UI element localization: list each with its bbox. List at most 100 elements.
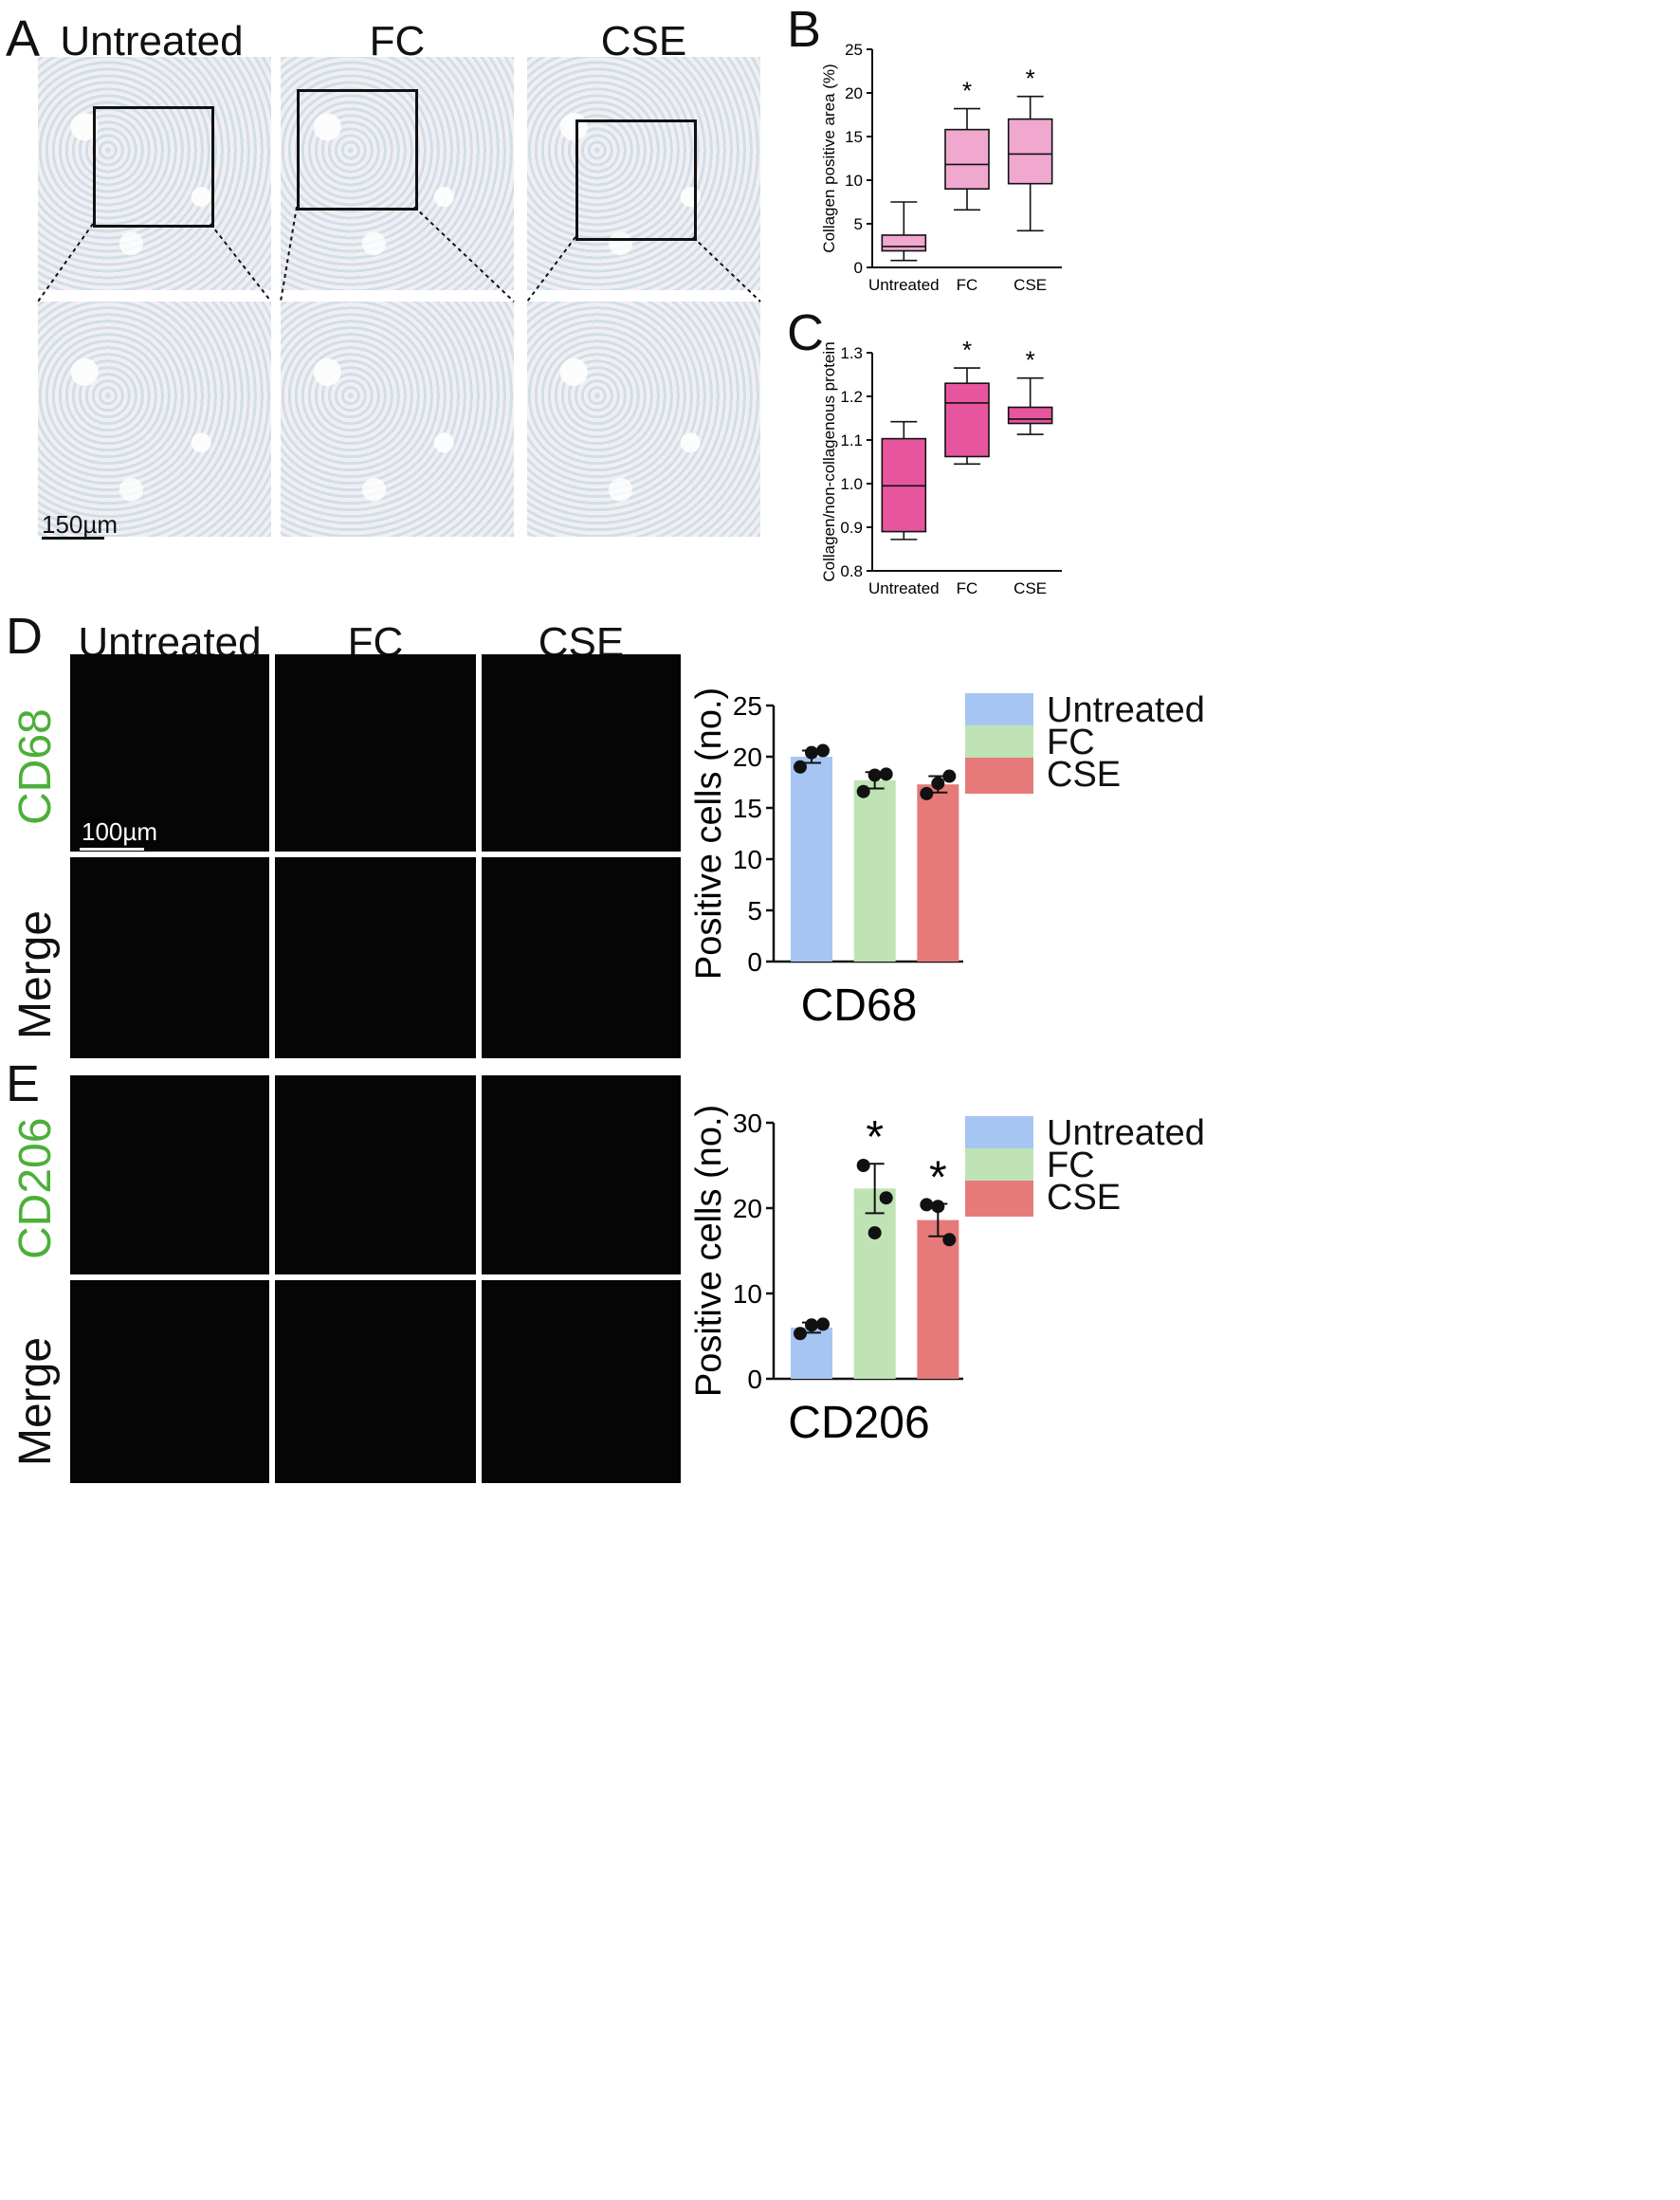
panel-a-col-fc: FC	[369, 18, 426, 64]
y-tick-label: 1.2	[840, 388, 863, 406]
panel-a-col-cse: CSE	[600, 18, 687, 64]
legend-item: FC	[965, 723, 1095, 763]
panel-e-row-cd206: CD206	[10, 1117, 61, 1259]
panel-a-fc-zoom	[281, 302, 514, 537]
y-tick-label: 10	[733, 1279, 762, 1309]
panel-e-legend: Untreated FC CSE	[965, 1113, 1212, 1227]
significance-marker: *	[962, 77, 972, 105]
significance-marker: *	[1026, 64, 1035, 93]
y-tick-label: 0	[854, 259, 863, 277]
legend-item: CSE	[965, 755, 1121, 796]
data-point	[867, 768, 882, 782]
data-point	[816, 1317, 830, 1331]
significance-marker: *	[929, 1153, 947, 1203]
data-point	[879, 1191, 893, 1205]
bar-cse	[917, 1219, 959, 1379]
x-tick-label: CSE	[1013, 579, 1047, 597]
panel-d-cd68-untreated	[70, 654, 269, 852]
panel-e-cd206-fc	[275, 1075, 476, 1274]
x-tick-label: Untreated	[868, 276, 940, 294]
box	[881, 234, 927, 252]
y-tick-label: 20	[845, 84, 863, 102]
box	[944, 128, 990, 191]
legend-swatch	[965, 724, 1033, 761]
x-axis-label: CD68	[801, 981, 918, 1031]
y-tick-label: 1.1	[840, 431, 863, 449]
significance-marker: *	[962, 341, 972, 364]
y-tick-label: 25	[733, 691, 762, 721]
y-tick-label: 30	[733, 1109, 762, 1138]
panel-a-col-untreated: Untreated	[60, 18, 244, 64]
data-point	[805, 745, 818, 760]
legend-label: FC	[1047, 1146, 1095, 1185]
y-axis-label: Collagen positive area (%)	[820, 64, 838, 252]
legend-item: CSE	[965, 1178, 1121, 1219]
y-tick-label: 15	[845, 128, 863, 146]
y-tick-label: 25	[845, 41, 863, 59]
panel-a-untreated-inset-box	[93, 106, 214, 228]
legend-label: Untreated	[1047, 690, 1205, 730]
panel-a-fc-overview	[281, 57, 514, 290]
y-tick-label: 1.3	[840, 344, 863, 362]
data-point	[879, 767, 893, 781]
panel-d-legend: Untreated FC CSE	[965, 690, 1212, 804]
y-tick-label: 5	[747, 896, 762, 926]
panel-e-merge-cse	[482, 1280, 681, 1483]
y-tick-label: 20	[733, 742, 762, 772]
panel-d-merge-fc	[275, 857, 476, 1058]
legend-item: FC	[965, 1146, 1095, 1186]
panel-d-row-cd68: CD68	[10, 708, 61, 825]
data-point	[805, 1318, 818, 1332]
panel-e-cd206-cse	[482, 1075, 681, 1274]
legend-item: Untreated	[965, 690, 1205, 731]
bar-untreated	[791, 757, 832, 962]
panel-letter-e: E	[6, 1055, 41, 1112]
panel-d-cd68-cse	[482, 654, 681, 852]
x-tick-label: FC	[957, 276, 978, 294]
panel-c-boxplot: 0.8 0.9 1.0 1.1 1.2 1.3Collagen/non-collageno…	[820, 341, 1062, 597]
y-tick-label: 0.8	[840, 562, 863, 580]
panel-d-merge-untreated	[70, 857, 269, 1058]
legend-item: Untreated	[965, 1113, 1205, 1154]
y-axis-label: Positive cells (no.)	[692, 688, 729, 980]
panel-a-untreated-overview	[38, 57, 271, 290]
panel-e-row-merge: Merge	[10, 1336, 61, 1466]
legend-label: FC	[1047, 723, 1095, 762]
panel-a-zoom-lines	[37, 206, 761, 302]
panel-d-scale-label: 100µm	[82, 817, 158, 846]
y-tick-label: 10	[733, 845, 762, 874]
panel-d-row-merge: Merge	[10, 909, 61, 1039]
panel-b-boxplot: 0 5 10 15 20 25 Collagen positive area (%) Untr…	[820, 41, 1062, 294]
panel-e-cd206-untreated	[70, 1075, 269, 1274]
y-axis-label: Positive cells (no.)	[692, 1105, 729, 1397]
legend-swatch	[965, 692, 1033, 729]
panel-e-merge-untreated	[70, 1280, 269, 1483]
data-point	[920, 1198, 934, 1212]
panel-d-scale-bar	[80, 848, 144, 851]
y-tick-label: 15	[733, 794, 762, 823]
x-tick-label: FC	[957, 579, 978, 597]
box	[1007, 406, 1053, 425]
data-point	[794, 760, 807, 774]
bar-cse	[917, 784, 959, 962]
bar-fc	[853, 779, 896, 962]
data-point	[942, 769, 957, 783]
panel-a-fc-inset-box	[297, 89, 418, 211]
y-tick-label: 0.9	[840, 519, 863, 537]
data-point	[856, 784, 870, 798]
legend-label: CSE	[1047, 1178, 1122, 1218]
panel-letter-a: A	[6, 10, 41, 67]
box	[1007, 118, 1053, 185]
significance-marker: *	[1026, 346, 1035, 375]
legend-label: CSE	[1047, 755, 1122, 795]
panel-a-cse-zoom	[527, 302, 760, 537]
significance-marker: *	[866, 1112, 884, 1163]
data-point	[942, 1233, 957, 1247]
data-point	[931, 777, 945, 791]
panel-a-scale-bar	[42, 537, 104, 540]
data-point	[856, 1159, 870, 1172]
bar-fc	[853, 1188, 896, 1379]
y-axis-label: Collagen/non-collagenous protein	[820, 341, 838, 581]
